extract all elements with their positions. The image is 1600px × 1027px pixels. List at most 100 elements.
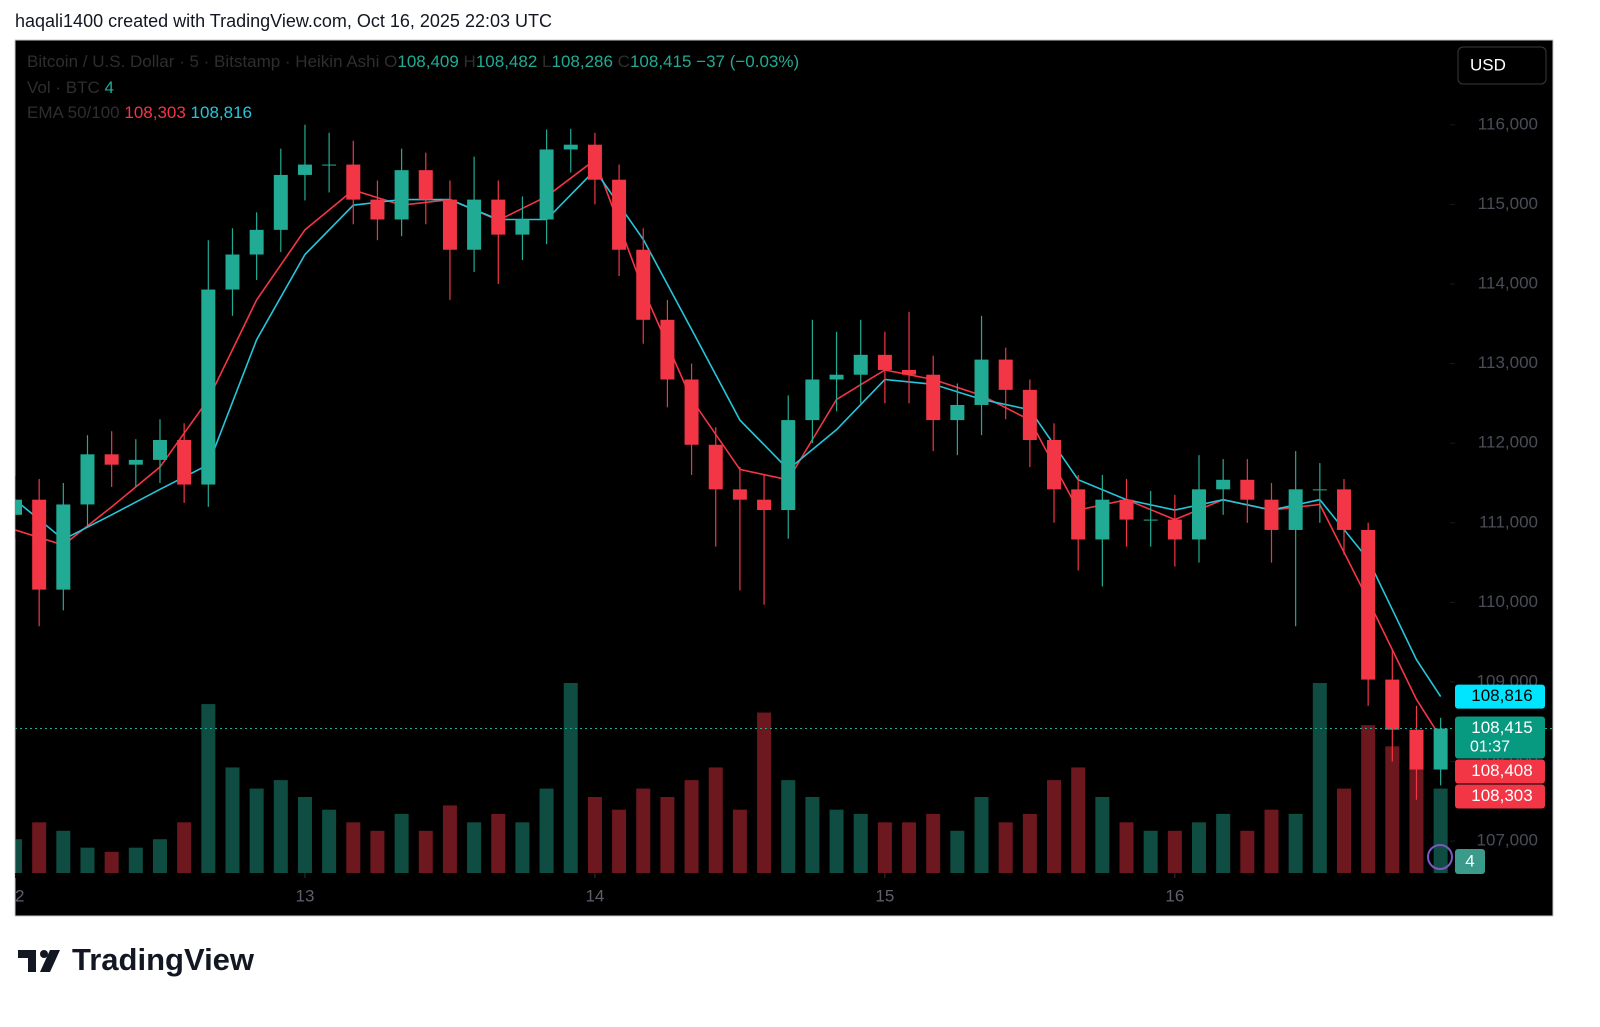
volume-bar — [491, 813, 506, 873]
candle-body — [1167, 519, 1182, 540]
candle-body — [926, 374, 941, 421]
candle-body — [684, 379, 699, 445]
alert-icon — [1427, 844, 1453, 870]
volume-bar — [684, 780, 699, 873]
candle-body — [1336, 489, 1351, 530]
volume-bar — [80, 847, 95, 873]
candle-body — [1022, 389, 1037, 440]
candle-body — [177, 439, 192, 485]
candle-body — [491, 199, 506, 235]
candle-body — [467, 199, 482, 250]
volume-bar — [998, 822, 1013, 873]
price-tag — [1455, 716, 1545, 759]
volume-bar — [32, 822, 47, 873]
x-tick-label: 15 — [875, 886, 894, 905]
logo: TradingView — [18, 942, 255, 977]
volume-bar — [273, 780, 288, 873]
volume-bar — [1288, 813, 1303, 873]
candle-body — [757, 499, 772, 511]
volume-bar — [1119, 822, 1134, 873]
candle-body — [15, 499, 22, 515]
candle-body — [829, 374, 844, 380]
logo-mark — [18, 950, 36, 972]
ema50-value: 108,303 — [124, 103, 185, 122]
price-tag-label: 108,303 — [1471, 786, 1532, 805]
volume-bar — [612, 809, 627, 873]
price-tag — [1455, 684, 1545, 709]
candle-body — [1361, 529, 1376, 680]
candle-body — [322, 164, 337, 166]
volume-bar — [1361, 725, 1376, 873]
volume-badge — [1455, 849, 1485, 874]
candle-body — [201, 289, 216, 485]
plot: 12 13 14 15 16 — [15, 124, 1553, 905]
volume-bar — [1143, 830, 1158, 873]
volume-bar — [442, 805, 457, 873]
volume-bar — [732, 809, 747, 873]
candle-body — [225, 254, 240, 290]
volume-bar — [201, 704, 216, 873]
change: −37 (−0.03%) — [696, 52, 799, 71]
y-tick-label: 112,000 — [1478, 433, 1538, 452]
candle-body — [1192, 489, 1207, 540]
x-tick-label: 16 — [1165, 886, 1184, 905]
price-tag — [1455, 784, 1545, 809]
volume-bar — [1047, 780, 1062, 873]
candle-body — [587, 144, 602, 180]
l-value: 108,286 — [551, 52, 612, 71]
volume-bar — [225, 767, 240, 873]
credit: haqali1400 created with TradingView.com,… — [15, 11, 552, 31]
o-value: 108,409 — [397, 52, 458, 71]
candle-body — [1312, 489, 1327, 491]
candle-body — [346, 164, 361, 200]
c-label: C — [618, 52, 630, 71]
candle-body — [781, 420, 796, 511]
candle-body — [442, 199, 457, 250]
countdown: 01:37 — [1470, 739, 1510, 756]
candle-body — [32, 499, 47, 590]
volume-bar — [1022, 813, 1037, 873]
volume-bar — [177, 822, 192, 873]
o-label: O — [384, 52, 397, 71]
volume-bar — [660, 797, 675, 873]
candle-body — [563, 144, 578, 150]
volume-bar — [877, 822, 892, 873]
volume-bar — [1192, 822, 1207, 873]
volume-bar — [1095, 797, 1110, 873]
candle-body — [249, 229, 264, 255]
candle-body — [418, 170, 433, 200]
price-tag-label: 108,408 — [1471, 761, 1532, 780]
volume-bar — [805, 797, 820, 873]
volume-bar — [539, 788, 554, 873]
price-tag-label: 108,816 — [1471, 686, 1532, 705]
volume-bar — [781, 780, 796, 873]
candle-body — [1409, 729, 1424, 770]
candle-body — [902, 369, 917, 375]
volume-legend: Vol · BTC 4 — [27, 78, 114, 97]
currency[interactable]: USD — [1470, 55, 1506, 74]
candle-body — [394, 170, 409, 220]
volume-bar — [1216, 813, 1231, 873]
candle-body — [877, 354, 892, 370]
volume-bar — [1264, 809, 1279, 873]
currency-button[interactable] — [1457, 46, 1547, 85]
y-tick-label: 116,000 — [1478, 114, 1538, 133]
volume-bar — [757, 712, 772, 873]
candle-body — [370, 199, 385, 220]
candle-body — [1264, 499, 1279, 530]
volume-bar — [1167, 830, 1182, 873]
candle-body — [539, 149, 554, 220]
volume-bar — [1312, 683, 1327, 873]
volume-bar — [563, 683, 578, 873]
candle-body — [660, 319, 675, 380]
volume-bar — [950, 830, 965, 873]
candle-body — [732, 489, 747, 500]
ema-legend: EMA 50/100 108,303 108,816 — [27, 103, 252, 122]
candle-body — [1216, 479, 1231, 490]
volume-bar — [297, 797, 312, 873]
volume-bar — [1433, 788, 1448, 873]
volume-bar — [829, 809, 844, 873]
y-tick-label: 113,000 — [1478, 353, 1538, 372]
volume-bar — [587, 797, 602, 873]
